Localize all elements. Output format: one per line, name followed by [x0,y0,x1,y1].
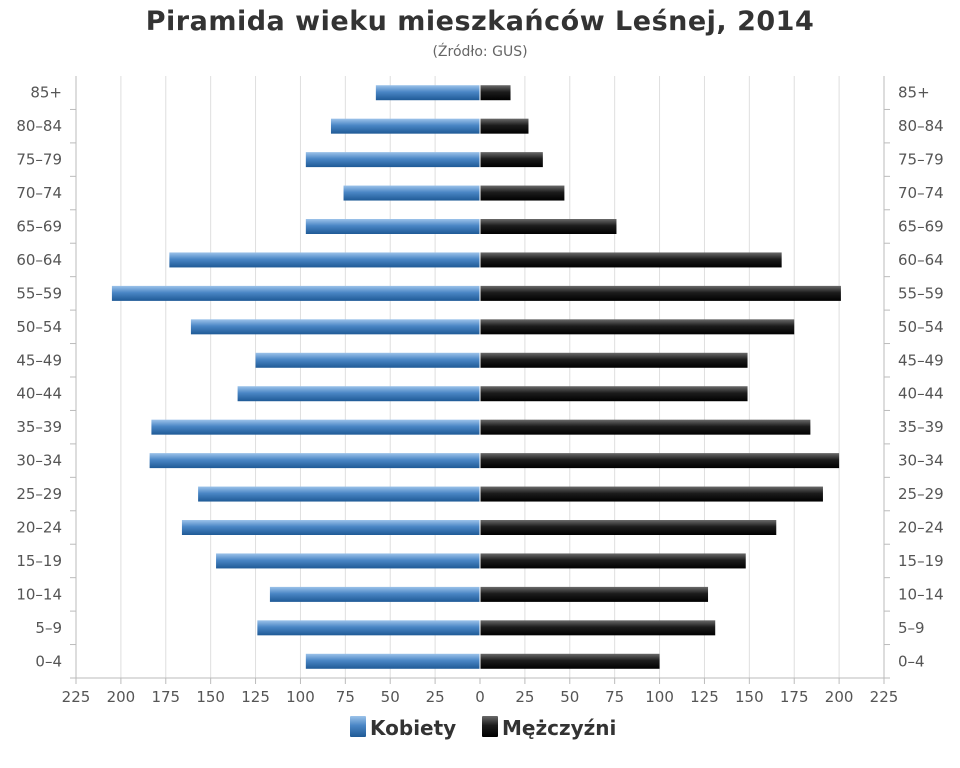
category-label-left: 55–59 [16,284,62,302]
bar-kobiety [198,486,480,502]
x-tick-label: 200 [107,688,136,706]
bar-mezczyzni [480,520,777,535]
bar-mezczyzni [480,352,748,368]
bar-mezczyzni [480,453,840,469]
bar-mezczyzni [480,620,716,636]
bar-kobiety [255,352,480,368]
x-tick-label: 175 [780,688,809,706]
x-tick-label: 50 [381,688,400,706]
bar-kobiety [330,118,480,134]
category-label-left: 45–49 [16,351,62,369]
bar-kobiety [237,386,480,402]
bar-kobiety [216,553,480,569]
category-label-right: 15–19 [898,552,944,570]
bar-kobiety [269,586,480,602]
x-tick-label: 100 [286,688,315,706]
legend-label-mezczyzni: Mężczyźni [502,716,616,740]
category-label-right: 50–54 [898,318,944,336]
x-tick-label: 150 [196,688,225,706]
category-label-left: 5–9 [35,619,62,637]
bar-mezczyzni [480,219,617,234]
category-label-right: 20–24 [898,519,944,537]
category-label-left: 15–19 [16,552,62,570]
x-tick-label: 150 [735,688,764,706]
legend-swatch-mezczyzni [482,716,498,737]
category-label-right: 65–69 [898,218,944,236]
bar-kobiety [305,653,480,669]
category-label-left: 25–29 [16,485,62,503]
x-tick-label: 225 [870,688,899,706]
category-label-right: 35–39 [898,418,944,436]
bar-kobiety [149,453,480,469]
bar-mezczyzni [480,419,811,435]
category-label-right: 40–44 [898,385,944,403]
category-label-right: 10–14 [898,585,944,603]
category-label-left: 0–4 [35,652,62,670]
bar-mezczyzni [480,553,746,569]
category-label-left: 20–24 [16,519,62,537]
x-tick-label: 25 [426,688,445,706]
category-label-right: 25–29 [898,485,944,503]
bar-mezczyzni [480,85,511,101]
x-tick-label: 125 [690,688,719,706]
bar-kobiety [181,520,480,535]
x-tick-label: 125 [241,688,270,706]
bar-mezczyzni [480,285,841,301]
category-label-left: 50–54 [16,318,62,336]
category-label-right: 80–84 [898,117,944,135]
x-tick-label: 25 [515,688,534,706]
bar-kobiety [169,252,480,268]
category-label-left: 80–84 [16,117,62,135]
x-tick-label: 100 [645,688,674,706]
bar-mezczyzni [480,319,795,335]
chart-subtitle: (Źródło: GUS) [432,44,528,60]
category-label-right: 75–79 [898,151,944,169]
bar-kobiety [190,319,480,335]
category-label-right: 70–74 [898,184,944,202]
bar-mezczyzni [480,185,565,201]
bar-kobiety [257,620,480,636]
legend-swatch-kobiety [350,716,366,737]
bar-kobiety [111,285,481,301]
category-label-left: 60–64 [16,251,62,269]
bar-mezczyzni [480,252,782,268]
bar-kobiety [343,185,480,201]
category-label-left: 65–69 [16,218,62,236]
category-label-left: 10–14 [16,585,62,603]
bar-mezczyzni [480,152,543,168]
x-tick-label: 75 [605,688,624,706]
bar-kobiety [305,152,480,168]
x-tick-label: 50 [560,688,579,706]
chart-title: Piramida wieku mieszkańców Leśnej, 2014 [145,6,815,37]
category-label-right: 0–4 [898,652,925,670]
x-tick-label: 200 [825,688,854,706]
category-label-right: 55–59 [898,284,944,302]
category-label-right: 60–64 [898,251,944,269]
category-label-left: 75–79 [16,151,62,169]
category-label-right: 45–49 [898,351,944,369]
category-label-right: 85+ [898,84,930,102]
x-tick-label: 75 [336,688,355,706]
category-label-right: 5–9 [898,619,925,637]
legend-label-kobiety: Kobiety [370,716,456,740]
x-tick-label: 175 [151,688,180,706]
bar-mezczyzni [480,586,709,602]
category-label-left: 70–74 [16,184,62,202]
x-tick-label: 0 [475,688,485,706]
category-label-left: 40–44 [16,385,62,403]
category-label-left: 30–34 [16,452,62,470]
x-tick-label: 225 [62,688,91,706]
category-label-left: 35–39 [16,418,62,436]
category-label-left: 85+ [30,84,62,102]
bar-mezczyzni [480,386,748,402]
bar-mezczyzni [480,653,660,669]
bar-mezczyzni [480,486,823,502]
bar-mezczyzni [480,118,529,134]
bar-kobiety [375,85,480,101]
bar-kobiety [305,219,480,234]
bar-kobiety [151,419,480,435]
category-label-right: 30–34 [898,452,944,470]
